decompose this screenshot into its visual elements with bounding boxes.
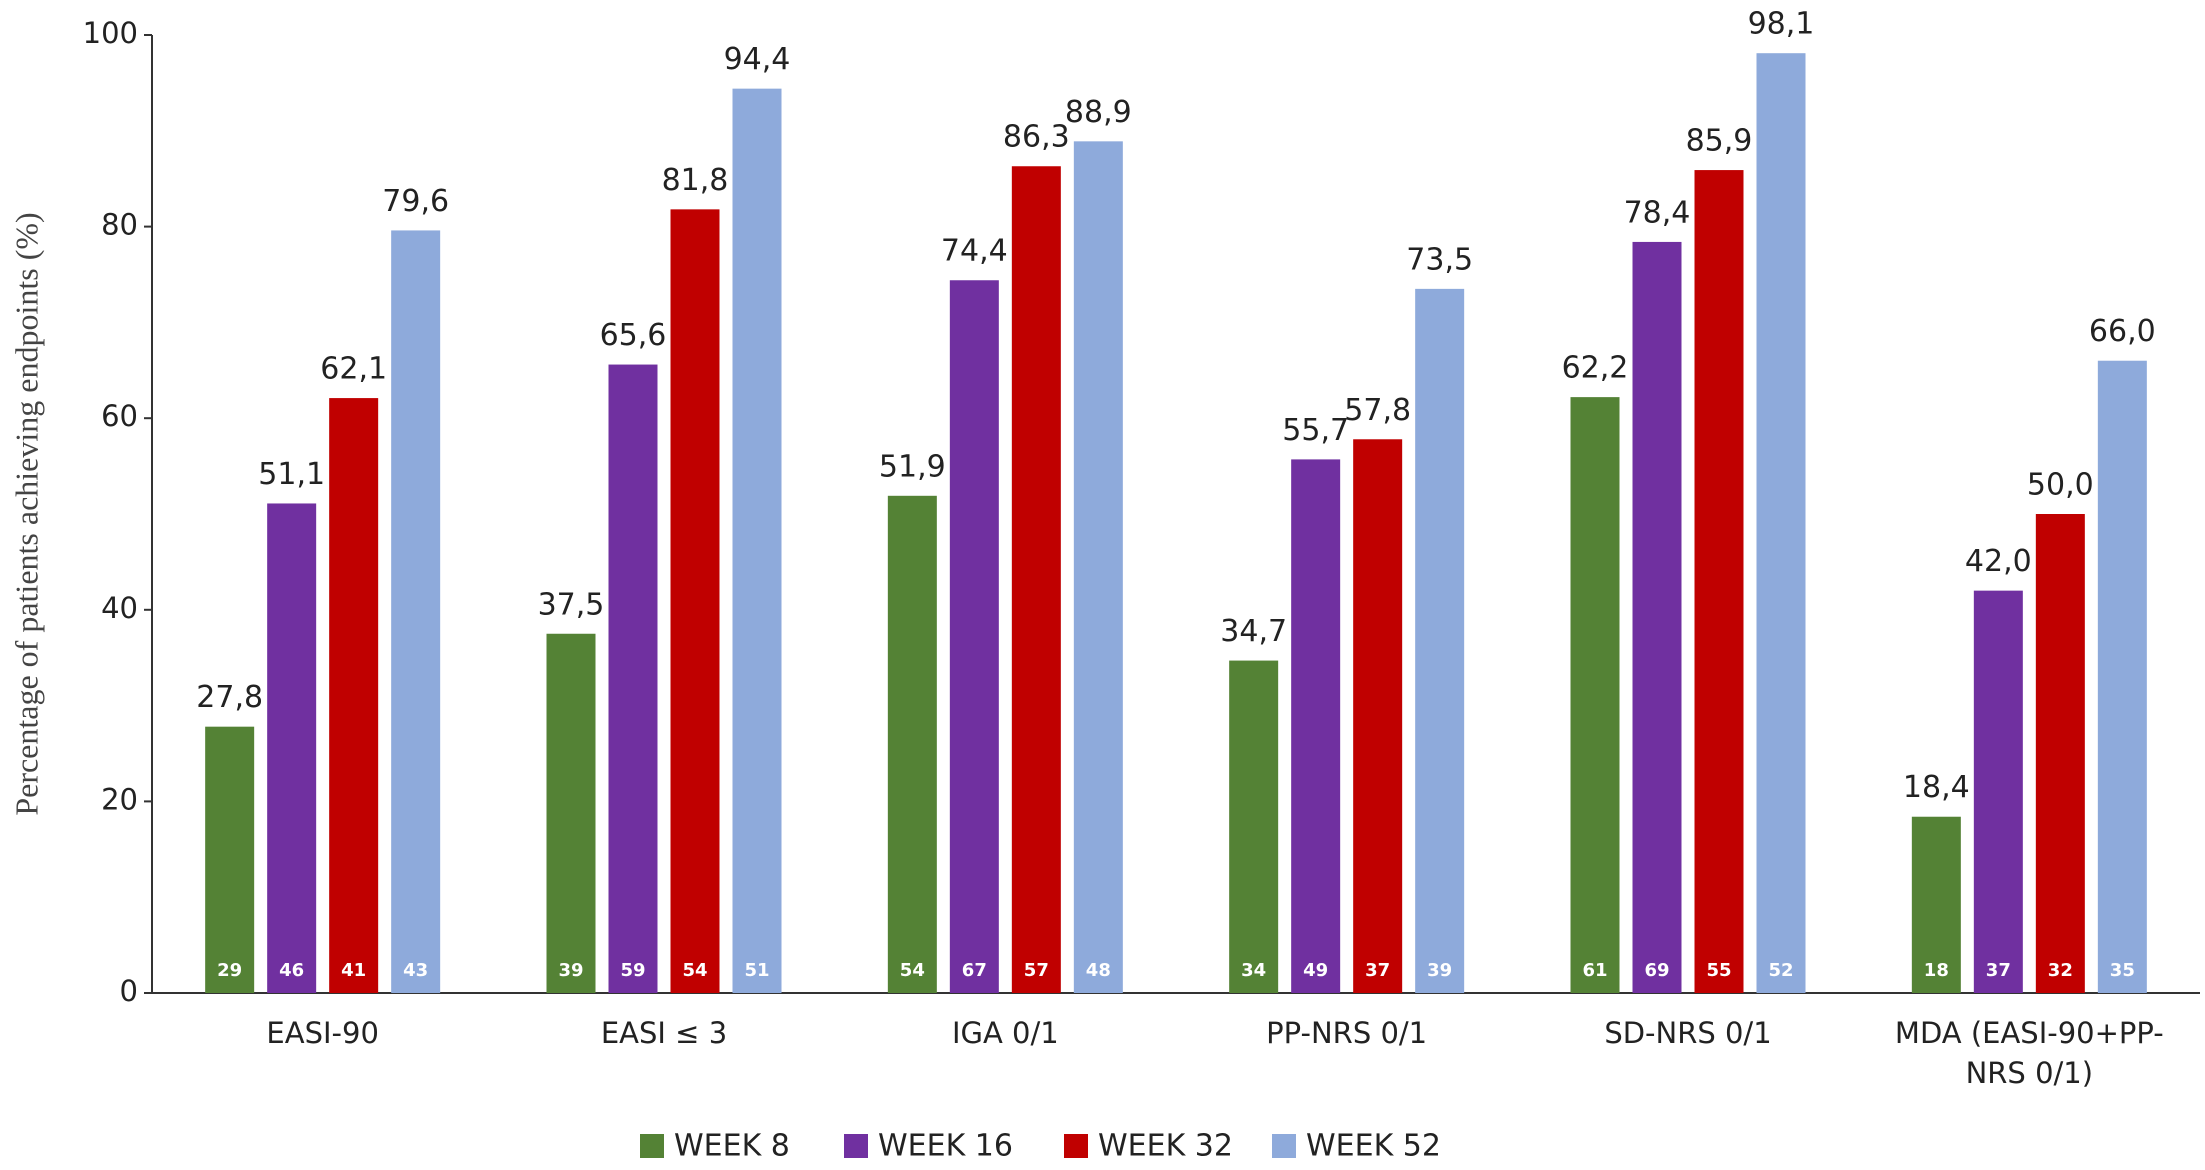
- bar: [1415, 288, 1465, 993]
- value-label: 85,9: [1686, 124, 1753, 159]
- bar: [2097, 360, 2147, 994]
- count-label: 61: [1582, 960, 1607, 981]
- bar: [1073, 141, 1123, 993]
- count-label: 43: [403, 960, 428, 981]
- count-label: 34: [1241, 960, 1266, 981]
- y-axis-title: Percentage of patients achieving endpoin…: [8, 212, 44, 815]
- x-tick-label: EASI ≤ 3: [600, 1016, 728, 1050]
- count-label: 55: [1706, 960, 1731, 981]
- count-label: 57: [1024, 960, 1049, 981]
- y-tick-label: 0: [120, 974, 138, 1008]
- value-label: 62,2: [1562, 351, 1629, 386]
- count-label: 35: [2110, 960, 2135, 981]
- count-label: 54: [682, 960, 707, 981]
- bar: [670, 209, 720, 993]
- count-label: 32: [2048, 960, 2073, 981]
- bar: [949, 280, 999, 993]
- x-tick-label: PP-NRS 0/1: [1266, 1016, 1428, 1050]
- bar: [1973, 590, 2023, 993]
- value-label: 18,4: [1903, 770, 1970, 805]
- y-tick-label: 100: [83, 16, 138, 50]
- bar: [329, 398, 379, 993]
- value-label: 98,1: [1748, 7, 1815, 42]
- y-tick-label: 40: [101, 591, 138, 625]
- count-label: 39: [1427, 960, 1452, 981]
- bar: [267, 503, 317, 993]
- count-label: 54: [900, 960, 925, 981]
- count-label: 37: [1365, 960, 1390, 981]
- count-label: 51: [744, 960, 769, 981]
- value-label: 81,8: [662, 163, 729, 198]
- legend-swatch: [640, 1134, 664, 1158]
- value-label: 62,1: [320, 352, 387, 387]
- legend-swatch: [844, 1134, 868, 1158]
- value-label: 88,9: [1065, 95, 1132, 130]
- value-label: 79,6: [382, 184, 449, 219]
- value-label: 57,8: [1344, 393, 1411, 428]
- legend-label: WEEK 32: [1098, 1129, 1233, 1164]
- value-label: 66,0: [2089, 314, 2156, 349]
- value-label: 51,1: [258, 457, 325, 492]
- value-label: 94,4: [724, 42, 791, 77]
- bar: [1756, 53, 1806, 993]
- value-label: 50,0: [2027, 468, 2094, 503]
- value-label: 27,8: [196, 680, 263, 715]
- count-label: 69: [1644, 960, 1669, 981]
- count-label: 49: [1303, 960, 1328, 981]
- count-label: 46: [279, 960, 304, 981]
- bar: [1229, 660, 1279, 993]
- x-tick-label: EASI-90: [266, 1016, 379, 1050]
- y-tick-label: 20: [101, 782, 138, 816]
- bar: [1570, 397, 1620, 993]
- count-label: 41: [341, 960, 366, 981]
- legend-swatch: [1272, 1134, 1296, 1158]
- bar: [2035, 514, 2085, 993]
- legend-swatch: [1064, 1134, 1088, 1158]
- x-tick-label: SD-NRS 0/1: [1604, 1016, 1772, 1050]
- bar: [732, 88, 782, 993]
- value-label: 73,5: [1406, 242, 1473, 277]
- x-tick-label: IGA 0/1: [951, 1016, 1059, 1050]
- bar: [205, 726, 255, 993]
- count-label: 48: [1086, 960, 1111, 981]
- bar: [546, 633, 596, 993]
- bar: [1632, 241, 1682, 994]
- legend-label: WEEK 16: [878, 1129, 1013, 1164]
- value-label: 37,5: [538, 587, 605, 622]
- bar: [1353, 439, 1403, 993]
- x-tick-label: MDA (EASI-90+PP-NRS 0/1): [1894, 1016, 2164, 1090]
- count-label: 39: [558, 960, 583, 981]
- bar: [1911, 816, 1961, 993]
- value-label: 78,4: [1624, 195, 1691, 230]
- y-tick-label: 60: [101, 399, 138, 433]
- bar: [887, 495, 937, 993]
- bar: [391, 230, 441, 993]
- value-label: 51,9: [879, 449, 946, 484]
- count-label: 67: [962, 960, 987, 981]
- legend-label: WEEK 52: [1306, 1129, 1441, 1164]
- value-label: 42,0: [1965, 544, 2032, 579]
- count-label: 37: [1986, 960, 2011, 981]
- bar: [1291, 459, 1341, 993]
- value-label: 86,3: [1003, 120, 1070, 155]
- bar: [1694, 170, 1744, 993]
- bar: [608, 364, 658, 993]
- bar: [1011, 166, 1061, 994]
- count-label: 52: [1768, 960, 1793, 981]
- value-label: 65,6: [600, 318, 667, 353]
- count-label: 59: [620, 960, 645, 981]
- y-tick-label: 80: [101, 208, 138, 242]
- count-label: 18: [1924, 960, 1949, 981]
- value-label: 55,7: [1282, 413, 1349, 448]
- value-label: 74,4: [941, 234, 1008, 269]
- count-label: 29: [217, 960, 242, 981]
- legend-label: WEEK 8: [674, 1129, 790, 1164]
- value-label: 34,7: [1220, 614, 1287, 649]
